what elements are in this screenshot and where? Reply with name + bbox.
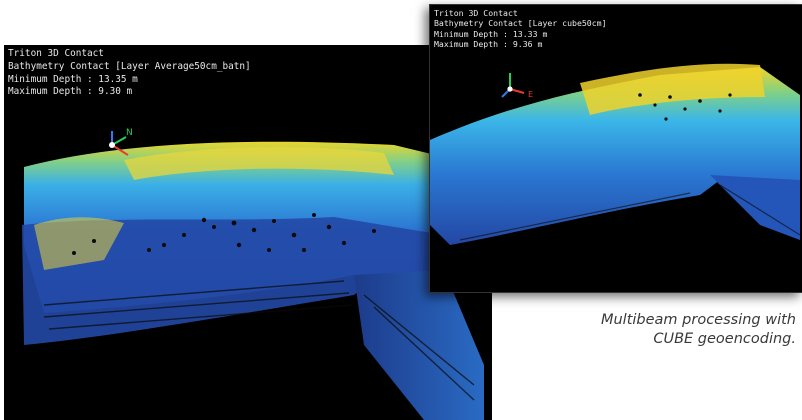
swath-stripes-left bbox=[43, 280, 475, 401]
info-line: Triton 3D Contact bbox=[8, 48, 104, 59]
caption-line: CUBE geoencoding. bbox=[653, 331, 796, 347]
terrain-surface-left: N bbox=[22, 128, 484, 420]
terrain-surface-right: E bbox=[430, 63, 801, 245]
axis-label-right: E bbox=[528, 90, 533, 99]
axis-label-left: N bbox=[126, 128, 133, 138]
info-line: Minimum Depth : 13.33 m bbox=[434, 28, 548, 39]
axis-gizmo-left bbox=[109, 131, 129, 156]
info-line: Triton 3D Contact bbox=[434, 8, 518, 18]
info-overlay-left: Triton 3D Contact Bathymetry Contact [La… bbox=[8, 48, 251, 99]
info-line: Minimum Depth : 13.35 m bbox=[8, 73, 138, 85]
bathymetry-view-right[interactable]: E Triton 3D Contact Bathymetry Contact [… bbox=[429, 4, 802, 293]
figure-caption: Multibeam processing with CUBE geoencodi… bbox=[516, 311, 796, 349]
bathymetry-view-left[interactable]: N Triton 3D Contact Bathymetry Contact [… bbox=[4, 45, 492, 420]
sounding-dots-right bbox=[638, 93, 732, 121]
info-overlay-right: Triton 3D Contact Bathymetry Contact [La… bbox=[434, 8, 607, 50]
info-line: Bathymetry Contact [Layer Average50cm_ba… bbox=[8, 60, 251, 72]
info-line: Maximum Depth : 9.30 m bbox=[8, 86, 133, 98]
info-line: Maximum Depth : 9.36 m bbox=[434, 39, 543, 50]
caption-line: Multibeam processing with bbox=[600, 312, 796, 328]
sounding-dots-left bbox=[72, 213, 376, 255]
info-line: Bathymetry Contact [Layer cube50cm] bbox=[434, 18, 607, 29]
axis-gizmo-right bbox=[501, 73, 525, 98]
swath-stripes-right bbox=[459, 184, 801, 241]
